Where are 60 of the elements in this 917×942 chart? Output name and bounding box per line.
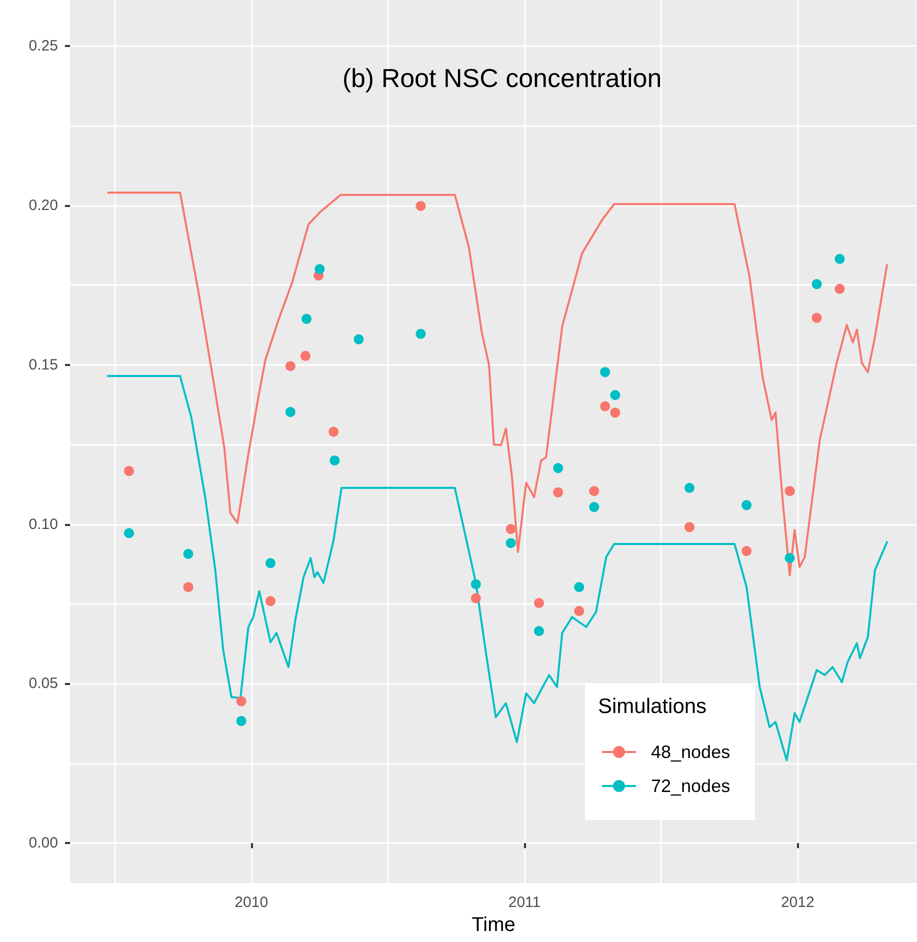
point [506,524,516,534]
point [285,407,296,417]
y-tick-label: 0.10 [28,516,58,533]
point [812,312,822,323]
point [183,582,194,592]
point [589,502,600,512]
legend-title: Simulations [598,695,707,718]
point [534,598,544,608]
x-tick-label: 2011 [508,894,541,911]
point [684,482,694,493]
point [470,593,481,604]
point [328,426,339,437]
text: (b) Root NSC concentration [342,63,662,93]
point [784,553,795,564]
point [553,463,564,474]
point [314,264,325,274]
point [610,390,620,400]
point [600,367,610,378]
point [610,408,620,418]
point [470,579,481,590]
point [330,455,340,466]
point [124,466,134,476]
point [265,558,276,568]
point [416,328,426,339]
legend-label: 72_nodes [651,776,730,796]
y-tick-label: 0.15 [28,356,58,374]
point [534,626,544,636]
point [574,606,584,616]
point [834,284,845,294]
point [834,254,845,264]
point [553,487,564,498]
point [416,201,426,211]
point [742,500,752,510]
legend-label: 48_nodes [651,742,730,762]
y-tick-label: 0.25 [28,37,58,54]
x-tick-label: 2010 [234,894,268,911]
point [236,696,246,706]
line-series [106,374,888,762]
y-tick-label: 0.20 [28,196,58,214]
y-tick-label: 0.05 [28,675,58,692]
point [236,716,246,726]
point [600,401,610,412]
point [124,528,134,538]
point [183,548,194,559]
point [285,361,296,372]
point [574,582,584,592]
y-tick-label: 0.00 [28,834,58,852]
line-series [106,192,888,576]
point [300,350,310,361]
x-axis-title: Time [472,914,516,936]
x-tick-label: 2012 [780,894,814,911]
point [506,538,516,548]
point [812,279,822,290]
point [302,314,312,324]
point [684,522,694,532]
point [265,596,276,606]
point [742,546,752,556]
point [589,486,600,496]
point [354,334,364,344]
point [784,486,795,496]
